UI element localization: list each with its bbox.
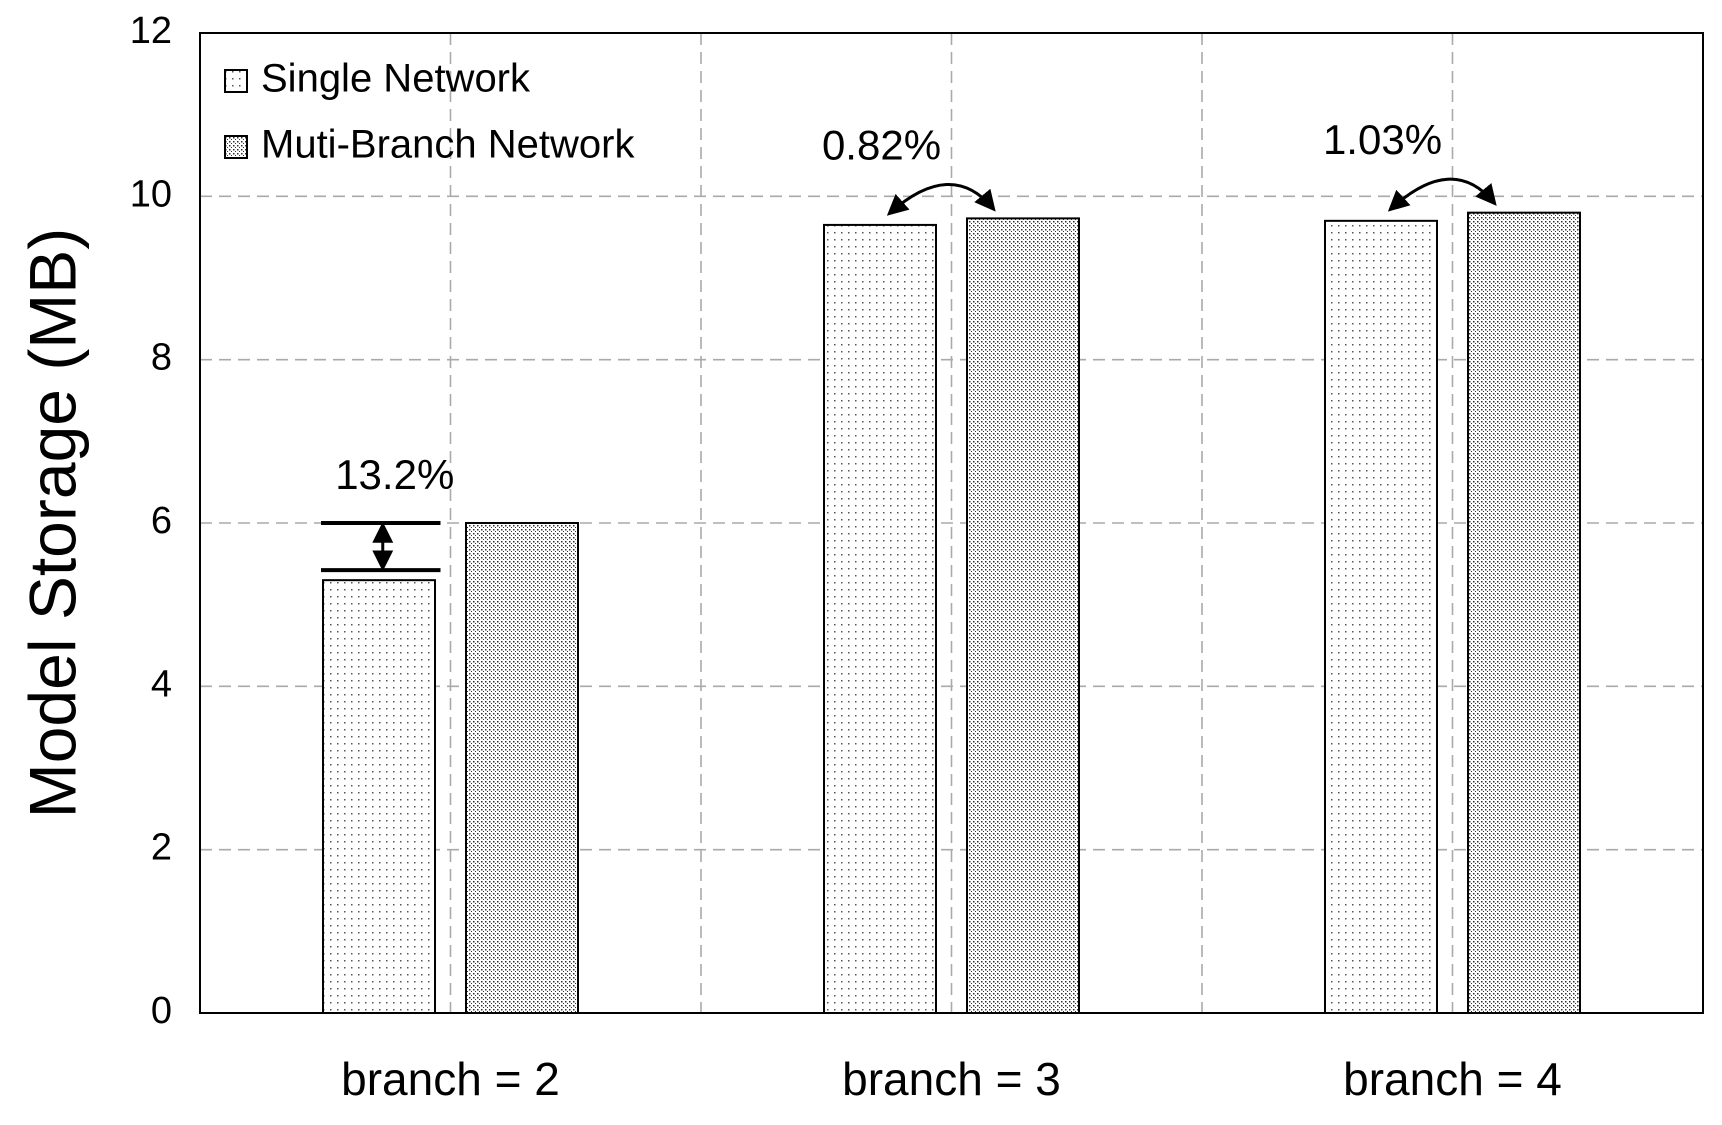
annotation: 13.2% <box>335 451 454 498</box>
legend-label: Single Network <box>261 57 531 101</box>
legend-swatch <box>224 69 248 93</box>
x-tick-label: branch = 3 <box>842 1053 1061 1105</box>
y-tick-label: 2 <box>151 827 172 869</box>
y-tick-label: 6 <box>151 500 172 542</box>
annotation: 0.82% <box>822 121 941 168</box>
bar <box>1467 211 1581 1014</box>
y-tick-label: 8 <box>151 337 172 379</box>
x-tick-label: branch = 2 <box>341 1053 560 1105</box>
bar <box>322 579 436 1015</box>
bar <box>823 223 937 1014</box>
bar <box>465 522 579 1014</box>
legend-label: Muti-Branch Network <box>261 123 635 167</box>
x-tick-label: branch = 4 <box>1343 1053 1562 1105</box>
bar <box>1324 219 1438 1015</box>
y-tick-label: 10 <box>130 173 172 215</box>
y-tick-label: 4 <box>151 663 172 705</box>
y-tick-label: 0 <box>151 990 172 1032</box>
annotation: 1.03% <box>1323 116 1442 163</box>
plot-frame <box>199 32 1704 1014</box>
bar <box>966 217 1080 1014</box>
legend-swatch <box>224 135 248 159</box>
y-axis-label: Model Storage (MB) <box>15 228 89 819</box>
y-tick-label: 12 <box>130 10 172 52</box>
annotation-arrow <box>886 183 996 216</box>
annotation-arrow <box>1387 177 1497 212</box>
